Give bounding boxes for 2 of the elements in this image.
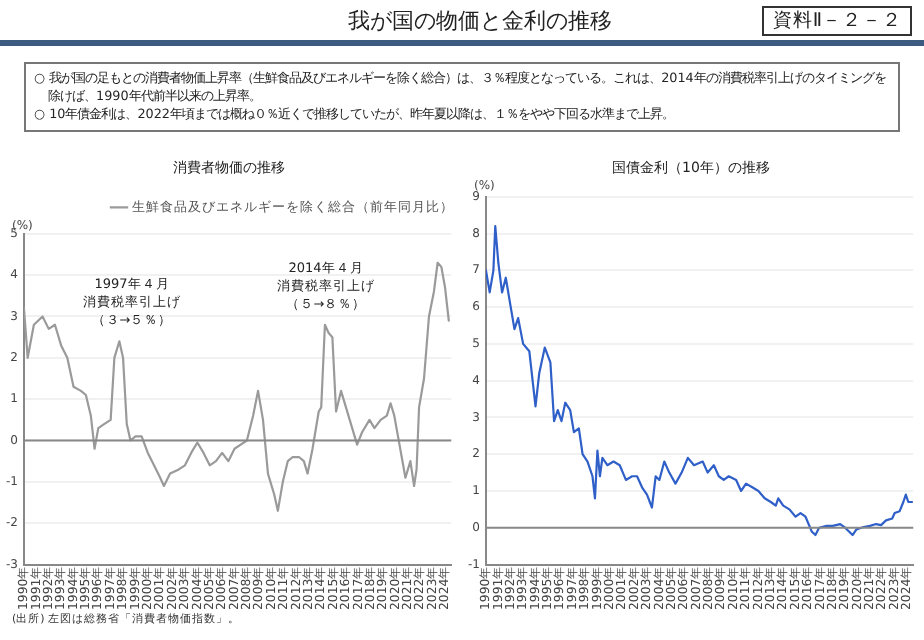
text: 資料Ⅱ－２－２ <box>762 6 912 36</box>
text: 我が国の物価と金利の推移 <box>346 6 614 36</box>
